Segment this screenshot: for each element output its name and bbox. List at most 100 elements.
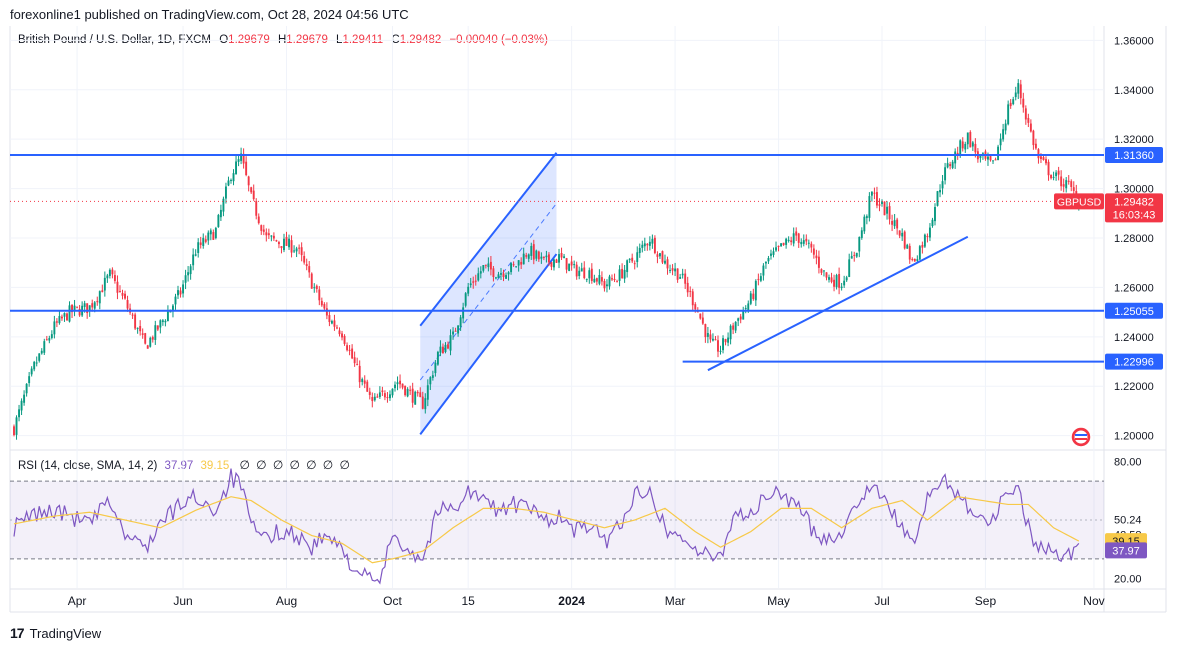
candle <box>939 184 941 198</box>
candle-body <box>224 186 227 199</box>
candle-body <box>338 330 341 335</box>
hidden-plot-icon[interactable]: ∅ <box>306 458 317 472</box>
candle-body <box>747 303 750 311</box>
current-price-badge[interactable] <box>1105 193 1163 223</box>
candle <box>828 274 830 283</box>
candle-body <box>828 277 830 280</box>
candle <box>739 313 742 324</box>
candle <box>184 269 187 290</box>
candle-body <box>1017 83 1020 94</box>
candle-body <box>139 326 142 332</box>
candle <box>113 270 116 284</box>
candle-body <box>896 219 899 229</box>
symbol-tag-badge[interactable] <box>1054 193 1104 210</box>
candle <box>40 348 43 355</box>
candle-body <box>356 364 359 366</box>
candle <box>265 228 268 242</box>
hidden-plot-icon[interactable]: ∅ <box>256 458 267 472</box>
candle <box>416 390 419 397</box>
hidden-plot-icon[interactable]: ∅ <box>289 458 300 472</box>
us-uk-flag-icon[interactable] <box>1070 426 1092 448</box>
candle-body <box>959 140 962 155</box>
candle <box>537 250 540 262</box>
candle-body <box>113 275 116 281</box>
candle <box>487 257 490 272</box>
candle-body <box>651 238 654 244</box>
candle-body <box>653 237 656 254</box>
candle <box>722 335 724 354</box>
candle-body <box>429 377 432 385</box>
candle <box>108 268 111 279</box>
rsi-value-badge[interactable] <box>1105 542 1147 559</box>
candle-body <box>23 394 26 403</box>
candle <box>671 264 674 276</box>
candle <box>1024 105 1027 125</box>
candle-body <box>515 266 518 268</box>
channel-lower-line[interactable] <box>419 253 558 436</box>
candle-body <box>911 258 914 260</box>
time-axis[interactable]: Apr Jun Aug Oct 15 2024 Mar May Jul Sep Nov <box>68 594 1105 608</box>
candle-body <box>494 277 497 279</box>
candle <box>452 327 455 340</box>
hidden-plot-icon[interactable]: ∅ <box>239 458 250 472</box>
publisher-header: forexonline1 published on TradingView.co… <box>10 7 409 22</box>
candle-body <box>156 325 159 330</box>
candle <box>643 237 646 251</box>
candle-body <box>25 383 28 394</box>
tradingview-footer[interactable]: 17 TradingView <box>10 625 101 641</box>
candle-body <box>348 349 351 351</box>
candle <box>348 345 351 356</box>
candle <box>661 250 664 265</box>
candle-body <box>971 142 974 147</box>
candle <box>863 214 866 234</box>
level-price-badge[interactable] <box>1105 302 1163 319</box>
hidden-plot-icon[interactable]: ∅ <box>322 458 334 472</box>
candle-body <box>444 344 447 352</box>
candle-body <box>722 338 724 351</box>
candle <box>13 424 15 437</box>
candle-body <box>595 278 598 282</box>
candle <box>547 252 550 266</box>
candle <box>378 386 381 399</box>
candle <box>457 325 460 337</box>
hidden-plot-icon[interactable]: ∅ <box>272 458 284 472</box>
candle <box>621 263 624 279</box>
candle <box>613 273 616 283</box>
candle-body <box>260 225 263 231</box>
candle-body <box>676 268 679 280</box>
candle <box>1029 119 1032 133</box>
candle-body <box>1034 143 1037 149</box>
candle <box>600 271 603 286</box>
candle-body <box>285 236 288 246</box>
candle-body <box>318 289 321 301</box>
candle <box>149 336 152 348</box>
parallel-channel[interactable] <box>419 152 558 436</box>
candle-body <box>727 337 730 343</box>
hidden-plot-icon[interactable]: ∅ <box>339 458 350 472</box>
horizontal-levels[interactable] <box>10 153 1104 372</box>
candle-body <box>149 337 152 347</box>
rsi-indicator-label[interactable]: RSI (14, close, SMA, 14, 2) <box>18 460 158 472</box>
level-price-badge[interactable] <box>1105 353 1163 370</box>
candle <box>293 245 296 254</box>
candle <box>166 305 169 322</box>
candle <box>101 284 104 293</box>
channel-upper-line[interactable] <box>419 152 558 327</box>
candle-body <box>638 247 641 254</box>
candle-body <box>787 239 790 241</box>
candle <box>20 398 23 416</box>
candle <box>376 393 379 398</box>
candle <box>30 366 33 377</box>
candle <box>1004 119 1007 135</box>
candle-body <box>197 242 200 253</box>
candle-body <box>611 278 613 280</box>
support-trendline[interactable] <box>707 235 969 372</box>
level-price-badge[interactable] <box>1105 146 1163 163</box>
price-axis[interactable]: 1.36000 1.34000 1.32000 1.30000 1.28000 1.260… <box>1054 35 1163 585</box>
candle <box>1014 86 1017 101</box>
candle-body <box>908 245 911 260</box>
candle <box>217 213 220 228</box>
candle-body <box>108 269 111 276</box>
candle <box>1060 170 1063 191</box>
